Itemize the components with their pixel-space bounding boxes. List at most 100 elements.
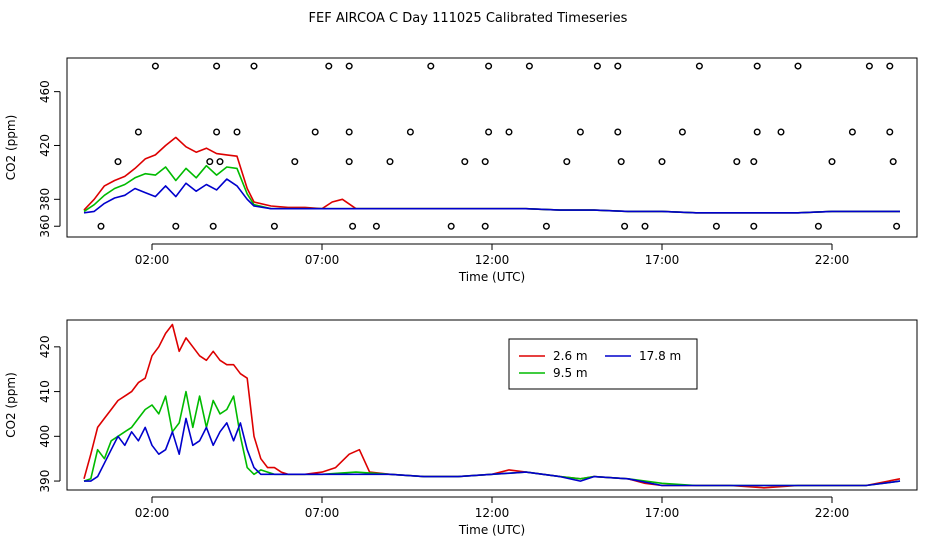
flag-marker-flag-bottom <box>750 222 758 230</box>
flag-marker-flag-high <box>886 62 894 70</box>
x-tick-label: 12:00 <box>475 253 510 267</box>
flag-marker-flag-low <box>828 158 836 166</box>
flag-marker-flag-mid <box>134 128 142 136</box>
series-line-2-6-m <box>83 136 900 214</box>
flag-marker-flag-mid <box>777 128 785 136</box>
flag-marker-flag-mid <box>848 128 856 136</box>
flag-marker-flag-bottom <box>481 222 489 230</box>
flag-marker-flag-low <box>733 158 741 166</box>
flag-marker-flag-bottom <box>641 222 649 230</box>
legend-label: 2.6 m <box>553 349 588 363</box>
flag-marker-flag-low <box>216 158 224 166</box>
flag-marker-flag-bottom <box>209 222 217 230</box>
flag-marker-flag-low <box>658 158 666 166</box>
flag-marker-flag-mid <box>614 128 622 136</box>
flag-marker-flag-low <box>291 158 299 166</box>
x-axis-label: Time (UTC) <box>458 523 525 537</box>
plot-frame <box>66 57 918 238</box>
legend-box <box>508 338 698 390</box>
x-tick-label: 12:00 <box>475 506 510 520</box>
flag-marker-flag-low <box>345 158 353 166</box>
flag-marker-flag-high <box>614 62 622 70</box>
panel-bottom: 02:00 07:00 12:00 17:00 22:00 Time (UTC) 390 40… <box>4 319 918 537</box>
flag-marker-flag-bottom <box>372 222 380 230</box>
y-tick-label: 420 <box>38 134 52 157</box>
flag-marker-flag-low <box>563 158 571 166</box>
flag-marker-flag-bottom <box>712 222 720 230</box>
flag-marker-flag-mid <box>345 128 353 136</box>
y-tick-label: 360 <box>38 215 52 238</box>
flag-marker-flag-high <box>753 62 761 70</box>
series-line-9-5-m <box>83 390 901 487</box>
y-tick-label: 420 <box>38 335 52 358</box>
flag-marker-flag-bottom <box>621 222 629 230</box>
flag-marker-flag-bottom <box>447 222 455 230</box>
flag-marker-flag-high <box>427 62 435 70</box>
series-line-17-8-m <box>84 417 901 487</box>
y-tick-label: 400 <box>38 425 52 448</box>
flag-marker-flag-mid <box>485 128 493 136</box>
x-tick-label: 17:00 <box>645 253 680 267</box>
flag-marker-flag-low <box>750 158 758 166</box>
data-layer <box>83 62 901 230</box>
flag-marker-flag-mid <box>213 128 221 136</box>
x-tick-label: 07:00 <box>305 506 340 520</box>
figure-title: FEF AIRCOA C Day 111025 Calibrated Times… <box>309 11 628 26</box>
flag-marker-flag-low <box>114 158 122 166</box>
y-tick-label: 380 <box>38 188 52 211</box>
flag-marker-flag-high <box>525 62 533 70</box>
flag-marker-flag-high <box>213 62 221 70</box>
flag-marker-flag-mid <box>886 128 894 136</box>
data-layer <box>83 323 901 489</box>
y-axis-label: CO2 (ppm) <box>4 115 18 181</box>
flag-marker-flag-low <box>889 158 897 166</box>
panel-top: 02:00 07:00 12:00 17:00 22:00 Time (UTC) 360 38… <box>4 57 918 284</box>
flag-marker-flag-bottom <box>893 222 901 230</box>
flag-marker-flag-high <box>250 62 258 70</box>
y-tick-label: 390 <box>38 470 52 493</box>
flag-marker-flag-mid <box>678 128 686 136</box>
x-tick-label: 02:00 <box>135 253 170 267</box>
flag-marker-flag-high <box>794 62 802 70</box>
flag-marker-flag-low <box>461 158 469 166</box>
series-line-17-8-m <box>83 178 900 214</box>
flag-marker-flag-mid <box>576 128 584 136</box>
flag-marker-flag-high <box>593 62 601 70</box>
y-tick-label: 460 <box>38 80 52 103</box>
flag-marker-flag-mid <box>505 128 513 136</box>
flag-marker-flag-high <box>695 62 703 70</box>
flag-marker-flag-low <box>481 158 489 166</box>
x-axis-label: Time (UTC) <box>458 270 525 284</box>
series-line-2-6-m <box>83 323 901 489</box>
flag-marker-flag-high <box>325 62 333 70</box>
flag-marker-flag-bottom <box>270 222 278 230</box>
flag-marker-flag-high <box>345 62 353 70</box>
flag-marker-flag-low <box>617 158 625 166</box>
y-axis-label: CO2 (ppm) <box>4 372 18 438</box>
x-tick-label: 02:00 <box>135 506 170 520</box>
legend-label: 17.8 m <box>639 349 681 363</box>
legend-label: 9.5 m <box>553 366 588 380</box>
x-tick-label: 17:00 <box>645 506 680 520</box>
flag-marker-flag-low <box>206 158 214 166</box>
flag-marker-flag-mid <box>753 128 761 136</box>
x-tick-label: 07:00 <box>305 253 340 267</box>
flag-marker-flag-low <box>386 158 394 166</box>
flag-marker-flag-bottom <box>349 222 357 230</box>
flag-marker-flag-bottom <box>814 222 822 230</box>
flag-marker-flag-bottom <box>542 222 550 230</box>
plot-frame <box>66 319 918 491</box>
flag-marker-flag-mid <box>233 128 241 136</box>
flag-marker-flag-bottom <box>97 222 105 230</box>
y-tick-label: 410 <box>38 380 52 403</box>
flag-marker-flag-high <box>865 62 873 70</box>
flag-marker-flag-bottom <box>172 222 180 230</box>
flag-marker-flag-high <box>151 62 159 70</box>
series-line-9-5-m <box>83 164 900 214</box>
x-tick-label: 22:00 <box>815 506 850 520</box>
flag-marker-flag-mid <box>311 128 319 136</box>
flag-marker-flag-mid <box>406 128 414 136</box>
flag-marker-flag-high <box>485 62 493 70</box>
